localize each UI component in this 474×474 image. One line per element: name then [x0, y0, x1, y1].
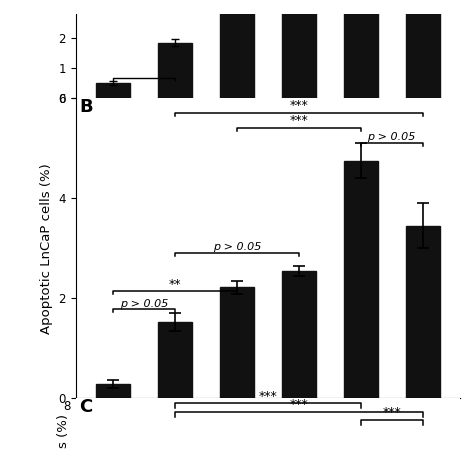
Text: ***: ***	[383, 406, 401, 419]
Text: ***: ***	[290, 398, 308, 411]
Y-axis label: Apoptotic LnCaP cells (%): Apoptotic LnCaP cells (%)	[40, 163, 53, 334]
Bar	[344, 0, 378, 98]
Y-axis label: Apopt...: Apopt...	[43, 37, 53, 75]
Text: p > 0.05: p > 0.05	[213, 242, 261, 252]
Text: **: **	[169, 278, 181, 291]
Bar	[406, 0, 440, 98]
Text: ***: ***	[290, 114, 308, 128]
Bar	[344, 161, 378, 399]
Bar	[158, 43, 192, 98]
Text: p > 0.05: p > 0.05	[367, 132, 416, 142]
Bar	[158, 322, 192, 399]
Text: C: C	[79, 399, 92, 417]
Bar	[282, 0, 316, 98]
Text: ***: ***	[290, 99, 308, 112]
Text: ***: ***	[258, 390, 277, 403]
Bar	[220, 287, 254, 399]
Bar	[406, 226, 440, 399]
Bar	[96, 384, 130, 399]
Y-axis label: s (%): s (%)	[57, 414, 70, 448]
Text: B: B	[79, 98, 92, 116]
Bar	[96, 83, 130, 98]
Text: 8: 8	[64, 400, 71, 413]
Bar	[282, 271, 316, 399]
Text: p > 0.05: p > 0.05	[120, 300, 168, 310]
Bar	[220, 0, 254, 98]
